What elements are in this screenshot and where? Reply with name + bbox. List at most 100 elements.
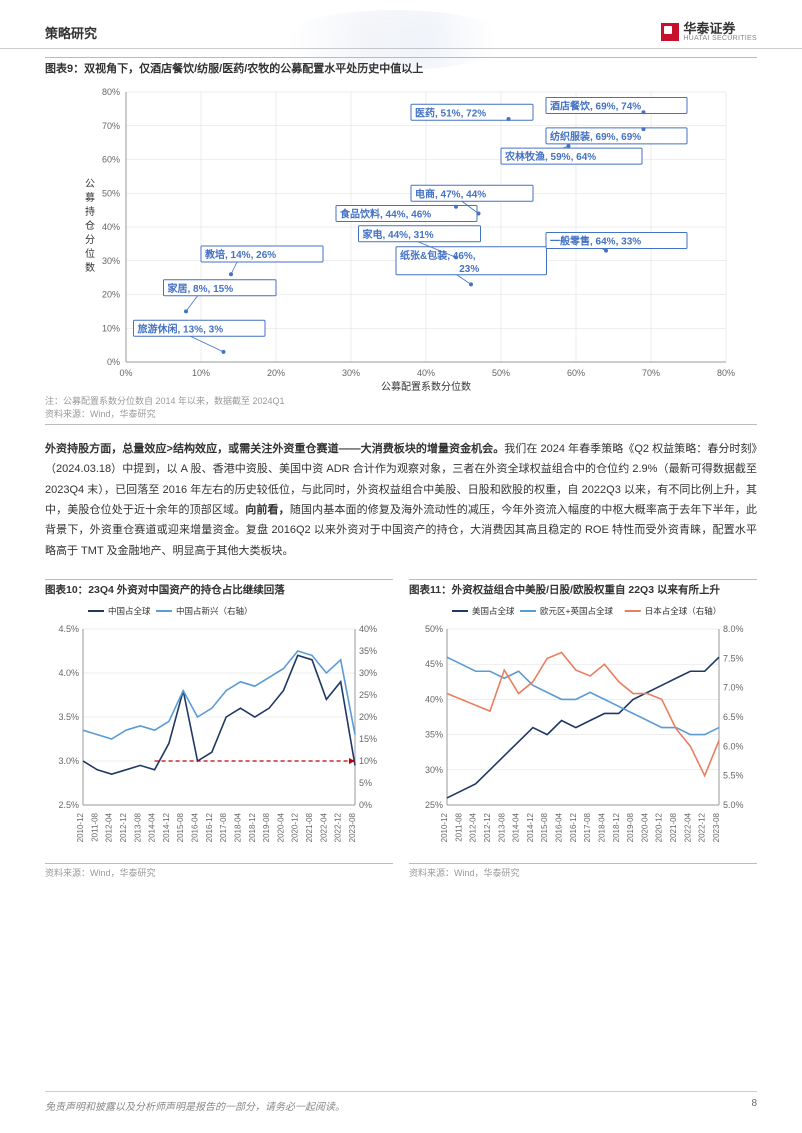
svg-text:15%: 15% [359,734,377,744]
chart11-section: 图表11：外资权益组合中美股/日股/欧股权重自 22Q3 以来有所上升 美国占全… [409,579,757,879]
svg-text:45%: 45% [425,659,443,669]
chart10-source: 资料来源：Wind，华泰研究 [45,863,393,879]
svg-text:60%: 60% [102,155,120,165]
para-bold-2: 向前看， [245,504,290,516]
svg-text:2023-08: 2023-08 [348,813,357,843]
svg-text:2022-04: 2022-04 [683,813,692,843]
svg-text:家电, 44%, 31%: 家电, 44%, 31% [363,228,434,241]
chart11-title: 图表11：外资权益组合中美股/日股/欧股权重自 22Q3 以来有所上升 [409,579,757,597]
svg-text:2018-04: 2018-04 [597,813,606,843]
svg-text:2018-12: 2018-12 [248,813,257,843]
svg-text:50%: 50% [102,188,120,198]
svg-text:位: 位 [85,247,95,260]
svg-text:公募配置系数分位数: 公募配置系数分位数 [381,380,471,392]
svg-text:2014-12: 2014-12 [162,813,171,843]
svg-text:5.5%: 5.5% [723,771,744,781]
chart11-title-text: 外资权益组合中美股/日股/欧股权重自 22Q3 以来有所上升 [452,584,720,596]
svg-text:70%: 70% [102,121,120,131]
svg-text:2020-12: 2020-12 [655,813,664,843]
body-paragraph: 外资持股方面，总量效应>结构效应，或需关注外资重仓赛道——大消费板块的增量资金机… [45,439,757,561]
svg-text:2012-04: 2012-04 [105,813,114,843]
svg-text:3.0%: 3.0% [58,756,79,766]
svg-text:60%: 60% [567,368,585,378]
svg-text:2022-12: 2022-12 [334,813,343,843]
logo-en: HUATAI SECURITIES [683,35,757,42]
svg-text:欧元区+英国占全球: 欧元区+英国占全球 [540,606,613,616]
svg-text:30%: 30% [102,256,120,266]
svg-text:2022-04: 2022-04 [319,813,328,843]
chart9-note-text: 注：公募配置系数分位数自 2014 年以来，数据截至 2024Q1 [45,394,757,407]
svg-text:日本占全球（右轴）: 日本占全球（右轴） [645,606,722,616]
svg-text:2015-08: 2015-08 [540,813,549,843]
svg-text:7.5%: 7.5% [723,653,744,663]
chart9-title-text: 双视角下，仅酒店餐饮/纺服/医药/农牧的公募配置水平处历史中值以上 [84,63,423,75]
svg-text:一般零售, 64%, 33%: 一般零售, 64%, 33% [550,235,641,248]
svg-text:0%: 0% [119,368,132,378]
svg-text:2011-08: 2011-08 [454,813,463,842]
svg-text:农林牧渔, 59%, 64%: 农林牧渔, 59%, 64% [504,150,596,163]
chart-row: 图表10：23Q4 外资对中国资产的持仓占比继续回落 中国占全球中国占新兴（右轴… [45,579,757,879]
svg-text:公: 公 [85,179,95,190]
svg-text:2023-08: 2023-08 [712,813,721,843]
svg-text:数: 数 [85,261,95,274]
footer-text: 免责声明和披露以及分析师声明是报告的一部分，请务必一起阅读。 [45,1098,345,1113]
svg-text:纺织服装, 69%, 69%: 纺织服装, 69%, 69% [550,130,641,143]
page-number: 8 [751,1098,757,1113]
svg-text:5.0%: 5.0% [723,800,744,810]
svg-text:20%: 20% [359,712,377,722]
svg-text:7.0%: 7.0% [723,683,744,693]
svg-text:2016-12: 2016-12 [205,813,214,843]
svg-text:2017-08: 2017-08 [219,813,228,843]
svg-text:2020-04: 2020-04 [276,813,285,843]
svg-text:2014-12: 2014-12 [526,813,535,843]
chart9-note: 注：公募配置系数分位数自 2014 年以来，数据截至 2024Q1 资料来源：W… [45,394,757,425]
chart9-source: 资料来源：Wind，华泰研究 [45,407,757,420]
chart9-title: 图表9：双视角下，仅酒店餐饮/纺服/医药/农牧的公募配置水平处历史中值以上 [45,60,757,76]
svg-text:0%: 0% [359,800,372,810]
svg-text:25%: 25% [359,690,377,700]
svg-text:23%: 23% [459,264,479,275]
svg-text:2012-12: 2012-12 [119,813,128,843]
svg-text:2010-12: 2010-12 [440,813,449,843]
svg-text:30%: 30% [342,368,360,378]
chart11-source: 资料来源：Wind，华泰研究 [409,863,757,879]
logo-icon [661,23,679,41]
svg-text:80%: 80% [717,368,735,378]
svg-text:10%: 10% [102,323,120,333]
svg-text:80%: 80% [102,87,120,97]
chart10-prefix: 图表10： [45,584,88,596]
svg-text:2.5%: 2.5% [58,800,79,810]
para-bold-1: 外资持股方面，总量效应>结构效应，或需关注外资重仓赛道——大消费板块的增量资金机… [45,443,504,455]
svg-text:持: 持 [85,205,95,218]
svg-text:20%: 20% [267,368,285,378]
svg-text:酒店餐饮, 69%, 74%: 酒店餐饮, 69%, 74% [550,100,641,113]
chart11-prefix: 图表11： [409,584,452,596]
svg-text:50%: 50% [425,624,443,634]
chart9-plot: 0%10%20%30%40%50%60%70%80%0%10%20%30%40%… [75,82,737,392]
svg-text:2012-04: 2012-04 [469,813,478,843]
svg-text:2017-08: 2017-08 [583,813,592,843]
svg-text:食品饮料, 44%, 46%: 食品饮料, 44%, 46% [339,208,431,221]
svg-text:2011-08: 2011-08 [90,813,99,842]
page-footer: 免责声明和披露以及分析师声明是报告的一部分，请务必一起阅读。 8 [45,1091,757,1113]
svg-text:2018-04: 2018-04 [233,813,242,843]
svg-text:50%: 50% [492,368,510,378]
svg-text:10%: 10% [359,756,377,766]
chart9-section: 图表9：双视角下，仅酒店餐饮/纺服/医药/农牧的公募配置水平处历史中值以上 0%… [45,57,757,425]
svg-text:2016-12: 2016-12 [569,813,578,843]
svg-text:4.0%: 4.0% [58,668,79,678]
svg-text:2022-12: 2022-12 [698,813,707,843]
svg-text:10%: 10% [192,368,210,378]
chart10-plot: 中国占全球中国占新兴（右轴）2.5%3.0%3.5%4.0%4.5%0%5%10… [45,601,393,861]
chart10-title-text: 23Q4 外资对中国资产的持仓占比继续回落 [88,584,285,596]
chart11-plot: 美国占全球欧元区+英国占全球日本占全球（右轴）25%30%35%40%45%50… [409,601,757,861]
svg-text:40%: 40% [425,694,443,704]
svg-text:中国占新兴（右轴）: 中国占新兴（右轴） [176,606,253,616]
svg-text:分: 分 [85,234,95,246]
svg-text:2021-08: 2021-08 [669,813,678,843]
svg-text:70%: 70% [642,368,660,378]
svg-text:纸张&包装, 46%,: 纸张&包装, 46%, [400,249,476,262]
svg-text:2016-04: 2016-04 [555,813,564,843]
svg-text:2013-08: 2013-08 [133,813,142,843]
chart10-title: 图表10：23Q4 外资对中国资产的持仓占比继续回落 [45,579,393,597]
